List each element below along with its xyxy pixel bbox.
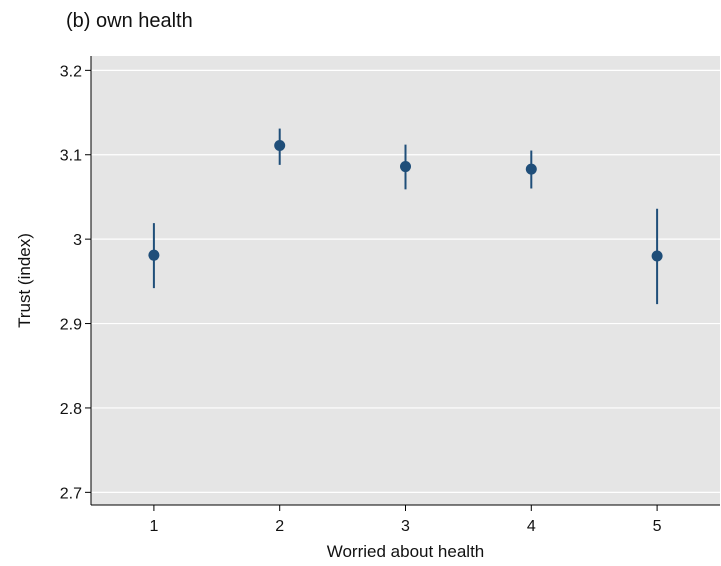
data-point-5 [651,250,663,262]
x-axis: 1 2 3 4 5 [91,504,720,535]
plot-area [91,56,720,505]
y-tick-label: 2.7 [60,485,82,502]
y-tick-label: 2.8 [60,401,82,418]
data-point-1 [148,249,160,261]
x-tick-label: 1 [149,518,158,535]
y-tick-label: 3.2 [60,63,82,80]
data-point-3 [400,161,411,173]
y-tick-label: 2.9 [60,317,82,334]
x-tick-label: 5 [653,518,662,535]
data-point-2 [274,139,286,151]
y-axis: 2.7 2.8 2.9 3 3.1 3.2 [60,56,92,505]
y-tick-label: 3 [73,232,82,249]
x-tick-label: 2 [275,518,284,535]
data-points [148,128,663,305]
x-tick-label: 3 [401,518,410,535]
chart-title: (b) own health [66,10,193,32]
x-axis-title: Worried about health [327,542,485,561]
y-axis-title: Trust (index) [15,233,34,328]
x-tick-label: 4 [527,518,536,535]
data-point-4 [525,163,537,175]
y-tick-label: 3.1 [60,148,82,165]
